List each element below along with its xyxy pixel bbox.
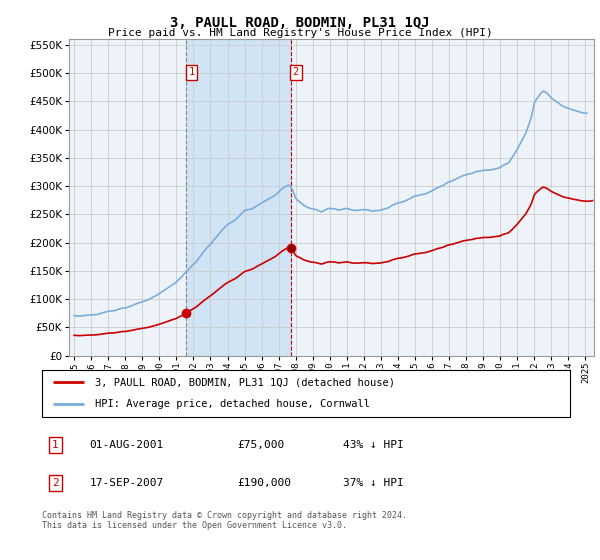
Text: 3, PAULL ROAD, BODMIN, PL31 1QJ (detached house): 3, PAULL ROAD, BODMIN, PL31 1QJ (detache… [95, 377, 395, 388]
Bar [186, 39, 291, 356]
Text: £190,000: £190,000 [238, 478, 292, 488]
Text: 3, PAULL ROAD, BODMIN, PL31 1QJ: 3, PAULL ROAD, BODMIN, PL31 1QJ [170, 16, 430, 30]
Text: 37% ↓ HPI: 37% ↓ HPI [343, 478, 404, 488]
Text: 2: 2 [52, 478, 59, 488]
Text: HPI: Average price, detached house, Cornwall: HPI: Average price, detached house, Corn… [95, 399, 370, 409]
Text: £75,000: £75,000 [238, 440, 284, 450]
Text: 1: 1 [188, 67, 194, 77]
Text: Contains HM Land Registry data © Crown copyright and database right 2024.
This d: Contains HM Land Registry data © Crown c… [42, 511, 407, 530]
Text: 2: 2 [293, 67, 299, 77]
Text: 17-SEP-2007: 17-SEP-2007 [89, 478, 164, 488]
FancyBboxPatch shape [42, 370, 570, 417]
Text: 1: 1 [52, 440, 59, 450]
Text: Price paid vs. HM Land Registry's House Price Index (HPI): Price paid vs. HM Land Registry's House … [107, 28, 493, 38]
Text: 01-AUG-2001: 01-AUG-2001 [89, 440, 164, 450]
Text: 43% ↓ HPI: 43% ↓ HPI [343, 440, 404, 450]
